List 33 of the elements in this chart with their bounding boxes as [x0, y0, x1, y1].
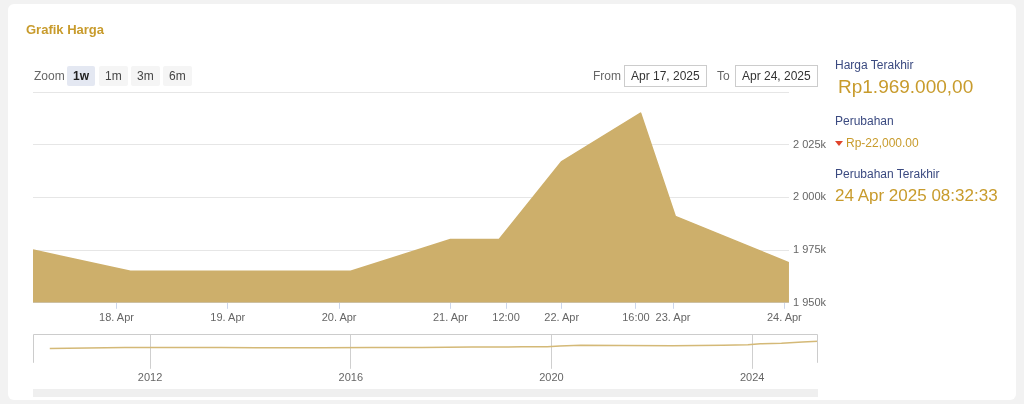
y-tick-label: 2 000k: [792, 190, 827, 203]
x-tick-label: 2012: [137, 371, 163, 384]
x-tick-label: 2016: [338, 371, 364, 384]
text: 1w: [67, 66, 96, 86]
x-tick-label: 19. Apr: [210, 311, 246, 324]
x-tick-label: 22. Apr: [544, 311, 580, 324]
text: From: [593, 69, 621, 83]
x-tick-label: 18. Apr: [99, 311, 135, 324]
x-tick-label: 23. Apr: [655, 311, 691, 324]
y-tick-label: 1 950k: [792, 295, 827, 308]
text: Zoom: [34, 69, 65, 83]
y-tick-label: 2 025k: [792, 137, 827, 150]
x-tick-label: 16:00: [622, 311, 650, 324]
x-tick-label: 21. Apr: [432, 311, 469, 324]
x-tick-label: 2020: [539, 371, 564, 384]
text: 24 Apr 2025 08:32:33: [835, 186, 998, 206]
text: Apr 24, 2025: [735, 65, 818, 87]
text: Perubahan: [835, 114, 894, 128]
text: 1m: [99, 66, 128, 86]
chart-title: Grafik Harga: [26, 22, 105, 37]
text: Perubahan Terakhir: [835, 167, 940, 181]
text: 6m: [163, 66, 192, 86]
x-tick-label: 20. Apr: [321, 311, 357, 324]
text: Rp-22,000.00: [846, 136, 919, 150]
x-tick-label: 24. Apr: [766, 311, 803, 324]
x-tick-label: 12:00: [492, 311, 520, 324]
text: Apr 17, 2025: [624, 65, 707, 87]
text: Rp1.969.000,00: [838, 76, 974, 98]
text: 3m: [131, 66, 160, 86]
text: Harga Terakhir: [835, 58, 914, 72]
y-tick-label: 1 975k: [792, 243, 827, 256]
text: To: [717, 69, 730, 83]
x-tick-label: 2024: [739, 371, 765, 384]
